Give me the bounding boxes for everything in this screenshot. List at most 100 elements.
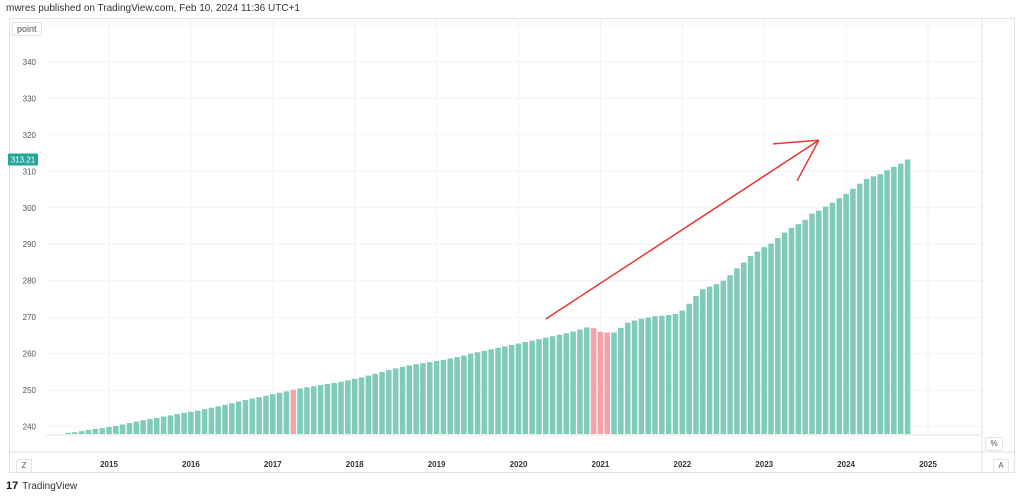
arrow-shaft xyxy=(545,139,820,320)
bar xyxy=(317,385,324,434)
bar xyxy=(208,407,215,434)
arrow-head xyxy=(772,139,819,145)
bar xyxy=(235,401,242,434)
percent-scale-button[interactable]: % xyxy=(985,437,1003,451)
bar xyxy=(638,318,645,434)
bar xyxy=(624,322,631,434)
bar xyxy=(856,183,863,434)
bar xyxy=(65,432,71,434)
bar xyxy=(809,213,815,434)
bar xyxy=(693,296,699,434)
bar xyxy=(106,427,112,434)
bar xyxy=(365,375,372,434)
bar xyxy=(672,313,679,434)
zoom-button[interactable]: Z xyxy=(16,459,32,473)
bar xyxy=(488,349,494,434)
bar xyxy=(884,170,890,435)
auto-scale-button[interactable]: A xyxy=(993,459,1009,473)
bar xyxy=(775,238,781,434)
bar xyxy=(99,428,105,434)
bar xyxy=(529,340,535,434)
bar xyxy=(399,366,406,434)
y-tick-label: 300 xyxy=(23,204,37,213)
tradingview-logo-icon: 17 xyxy=(6,480,19,492)
bar xyxy=(863,178,870,434)
bar xyxy=(447,358,454,434)
bar xyxy=(734,268,740,434)
bar xyxy=(597,331,604,434)
bar xyxy=(618,327,624,434)
bar xyxy=(590,328,597,434)
bar xyxy=(133,421,140,434)
bar xyxy=(194,410,201,434)
y-tick-label: 280 xyxy=(23,277,37,286)
bar xyxy=(611,332,617,434)
bar xyxy=(167,415,174,434)
bar xyxy=(474,352,481,434)
bar xyxy=(331,382,337,434)
bar xyxy=(433,361,440,434)
grid-lines xyxy=(46,18,982,434)
bar xyxy=(850,188,856,434)
bar xyxy=(461,355,467,434)
y-tick-label: 320 xyxy=(23,131,37,140)
x-tick-label: 2023 xyxy=(755,460,773,469)
bar xyxy=(536,339,542,434)
bar xyxy=(392,368,399,434)
bar xyxy=(222,404,228,434)
last-value-text: 313.21 xyxy=(11,156,36,165)
bar xyxy=(495,347,501,434)
bar xyxy=(188,411,194,434)
x-tick-label: 2020 xyxy=(510,460,528,469)
bar xyxy=(583,327,590,434)
bar xyxy=(556,334,563,434)
bar xyxy=(481,350,488,434)
bar xyxy=(829,202,836,434)
bar xyxy=(570,331,576,434)
bar xyxy=(802,219,808,434)
bar xyxy=(420,363,426,434)
y-tick-label: 240 xyxy=(23,423,37,432)
bar xyxy=(297,388,303,434)
bar xyxy=(413,364,419,434)
bar xyxy=(263,395,269,434)
bar xyxy=(78,431,85,434)
bar xyxy=(113,425,119,434)
bar xyxy=(877,174,883,434)
bar xyxy=(740,262,747,434)
bar xyxy=(679,310,686,434)
bar xyxy=(577,329,583,434)
last-value-badge xyxy=(8,153,38,166)
bar xyxy=(891,166,897,434)
bar xyxy=(160,416,167,434)
x-tick-label: 2024 xyxy=(837,460,855,469)
bar xyxy=(713,284,720,434)
x-tick-label: 2017 xyxy=(264,460,282,469)
bar xyxy=(174,413,181,434)
footer: 17 TradingView xyxy=(6,480,77,492)
bar xyxy=(768,243,774,434)
y-tick-label: 340 xyxy=(23,58,37,67)
x-tick-label: 2021 xyxy=(592,460,610,469)
y-tick-label: 260 xyxy=(23,350,37,359)
bar xyxy=(351,378,358,434)
bar xyxy=(836,198,843,434)
bar xyxy=(283,391,290,434)
bar xyxy=(454,357,460,434)
bar xyxy=(256,397,262,434)
bar xyxy=(659,315,665,434)
bar xyxy=(386,370,392,434)
last-value-badge-group: 313.21 xyxy=(8,153,38,166)
bar xyxy=(372,373,378,434)
bar xyxy=(781,232,788,434)
bar xyxy=(508,344,515,434)
bar xyxy=(747,255,754,434)
bar xyxy=(215,406,221,434)
bar xyxy=(522,342,529,434)
x-tick-label: 2016 xyxy=(182,460,200,469)
bar xyxy=(686,303,692,434)
x-tick-label: 2015 xyxy=(100,460,118,469)
chart-frame[interactable] xyxy=(9,18,1015,473)
bar xyxy=(92,428,99,434)
